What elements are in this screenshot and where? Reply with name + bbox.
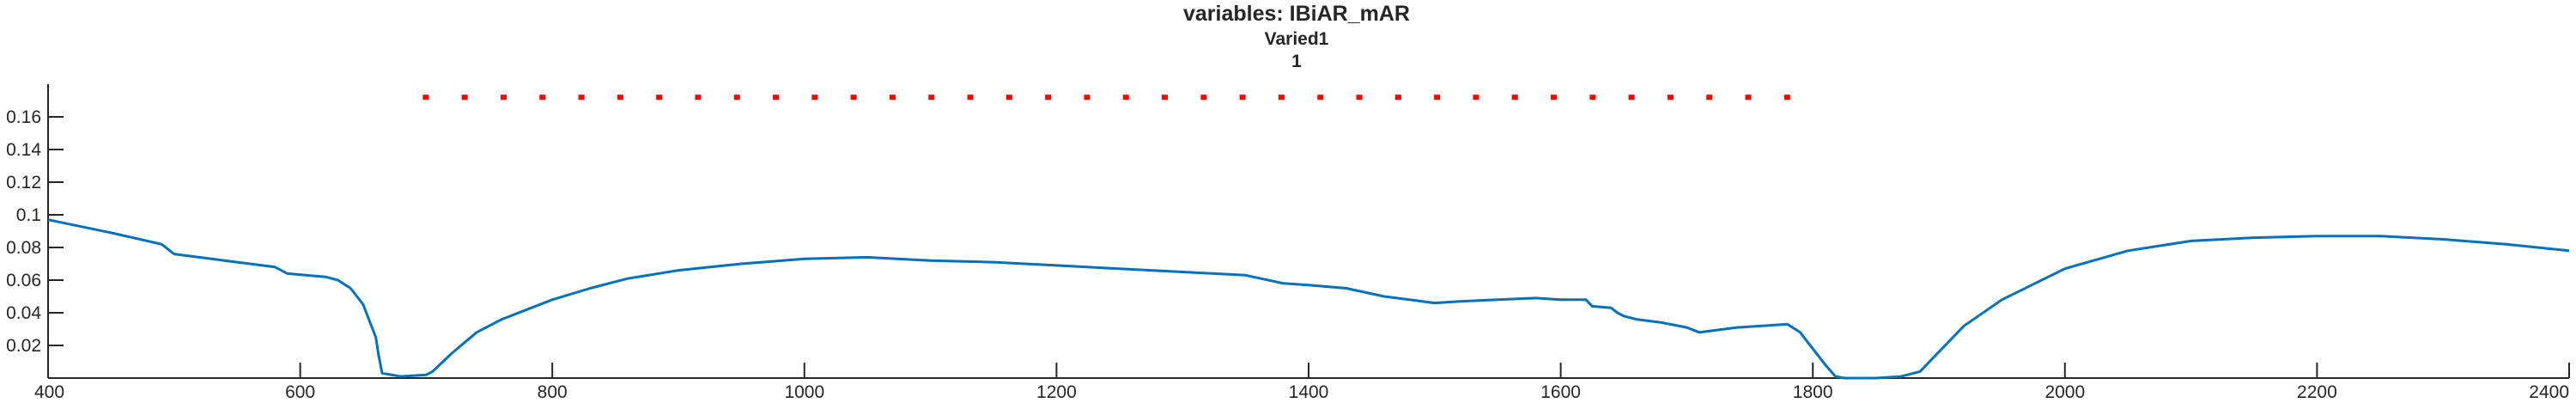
reference-dot: [1278, 95, 1285, 101]
reference-dot: [1783, 95, 1790, 101]
x-tick-label: 400: [34, 382, 64, 402]
x-tick-label: 1000: [784, 382, 824, 402]
reference-dot: [1005, 95, 1012, 101]
reference-dot: [733, 95, 740, 101]
reference-dot: [461, 95, 468, 101]
y-tick-label: 0.12: [6, 173, 41, 192]
reference-dot: [1317, 95, 1324, 101]
x-tick-label: 2200: [2297, 382, 2337, 402]
reference-dot: [1551, 95, 1558, 101]
x-tick-label: 1600: [1540, 382, 1581, 402]
x-tick-label: 800: [538, 382, 568, 402]
y-tick-label: 0.16: [6, 107, 41, 127]
reference-dot: [1628, 95, 1635, 101]
reference-dot: [1162, 95, 1169, 101]
chart-title-line-2: Varied1: [1265, 29, 1329, 49]
reference-dot: [539, 95, 546, 101]
reference-dot: [1434, 95, 1441, 101]
reference-dot: [850, 95, 857, 101]
series-line: [47, 218, 2570, 380]
reference-dot: [1356, 95, 1363, 101]
x-tick-label: 600: [285, 382, 315, 402]
reference-dot: [1239, 95, 1246, 101]
reference-dot: [422, 95, 429, 101]
reference-dot: [889, 95, 896, 101]
reference-dot: [1200, 95, 1207, 101]
y-axis-ticks: 0.02 0.04 0.06 0.08 0.1 0.12 0.14 0.16: [6, 107, 64, 356]
y-tick-label: 0.14: [6, 140, 41, 160]
reference-dot: [578, 95, 585, 101]
reference-dot: [1394, 95, 1401, 101]
reference-dot: [1667, 95, 1674, 101]
y-tick-label: 0.1: [16, 205, 41, 225]
reference-dot: [967, 95, 974, 101]
x-tick-label: 1800: [1793, 382, 1833, 402]
y-tick-label: 0.08: [6, 238, 41, 258]
x-tick-label: 1400: [1289, 382, 1329, 402]
reference-dot: [1511, 95, 1518, 101]
reference-dot: [1122, 95, 1129, 101]
reference-dot: [1745, 95, 1752, 101]
y-tick-label: 0.06: [6, 271, 41, 290]
reference-dot: [617, 95, 623, 101]
x-tick-label: 1200: [1036, 382, 1077, 402]
reference-dot: [500, 95, 507, 101]
reference-dot: [1706, 95, 1713, 101]
reference-dot: [928, 95, 935, 101]
reference-dot: [656, 95, 663, 101]
series-layer: [47, 95, 2570, 380]
x-tick-label: 2000: [2044, 382, 2085, 402]
chart-title-line-1: variables: IBiAR_mAR: [1183, 2, 1410, 26]
chart-title: variables: IBiAR_mAR Varied1 1: [1183, 2, 1410, 71]
x-tick-label: 2400: [2529, 382, 2569, 402]
x-axis-ticks: 400 600 800 1000 1200 1400 1600 1800 2000 2200 240…: [34, 363, 2570, 402]
reference-dot: [1589, 95, 1596, 101]
reference-dot: [695, 95, 702, 101]
reference-dot: [1045, 95, 1052, 101]
reference-dot: [811, 95, 818, 101]
reference-dot: [773, 95, 780, 101]
reference-dot: [1084, 95, 1091, 101]
y-tick-label: 0.04: [6, 303, 41, 323]
y-tick-label: 0.02: [6, 336, 41, 356]
chart-title-line-3: 1: [1291, 52, 1302, 71]
reference-dot: [1473, 95, 1479, 101]
